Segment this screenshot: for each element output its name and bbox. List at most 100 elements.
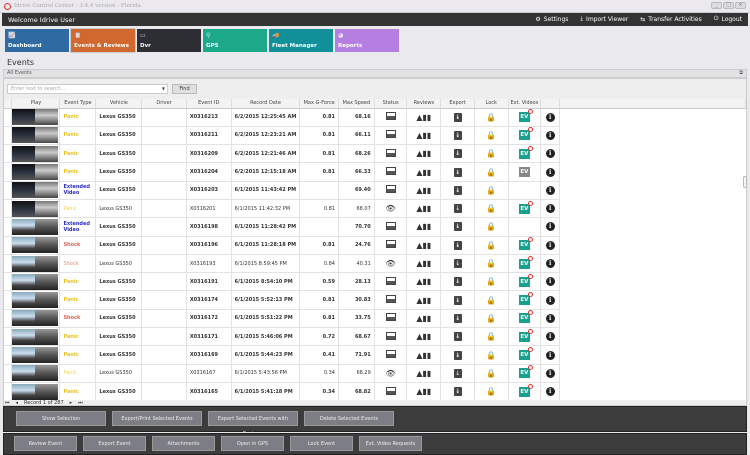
table-row[interactable]: Panic Lexus GS350 X0316213 6/2/2015 12:2… [4, 108, 746, 127]
reviews-icon[interactable]: ▲▮▮ [416, 350, 432, 360]
export-icon[interactable]: ↓ [453, 332, 462, 342]
scrollbar-thumb[interactable] [743, 176, 747, 188]
lock-event-button[interactable]: Lock Event [290, 436, 353, 451]
row-indicator[interactable] [4, 272, 13, 292]
lock-icon[interactable]: 🔒 [486, 387, 497, 397]
play-cell[interactable] [11, 364, 61, 383]
info-icon[interactable]: i [545, 149, 555, 159]
image-icon[interactable] [385, 130, 396, 139]
table-row[interactable]: Extended Video Lexus GS350 X0316203 6/1/… [4, 181, 746, 200]
info-icon[interactable]: i [545, 332, 555, 342]
play-cell[interactable] [11, 309, 61, 329]
table-row[interactable]: Panic Lexus GS350 X0316171 6/1/2015 5:46… [4, 327, 746, 347]
lock-icon[interactable]: 🔒 [486, 222, 497, 232]
next-page-button[interactable]: ▸ [69, 400, 73, 406]
column-header-play[interactable]: Play [11, 99, 61, 109]
image-icon[interactable] [385, 331, 396, 340]
play-cell[interactable] [11, 272, 61, 292]
table-row[interactable]: Shock Lexus GS350 X0316193 6/1/2015 8:59… [4, 254, 746, 274]
maximize-button[interactable]: □ [723, 2, 734, 9]
row-indicator[interactable] [4, 327, 13, 347]
info-icon[interactable]: i [545, 130, 555, 140]
ext-video-icon[interactable]: EV [518, 200, 533, 214]
table-row[interactable]: Shock Lexus GS350 X0316196 6/1/2015 11:2… [4, 236, 746, 255]
image-icon[interactable] [385, 313, 396, 322]
find-button[interactable]: Find [172, 84, 197, 94]
column-header-max-g-force[interactable]: Max G-Force [299, 99, 339, 109]
video-thumbnail[interactable] [12, 310, 59, 327]
show-selection-button[interactable]: Show Selection [16, 411, 106, 426]
reviews-icon[interactable]: ▲▮▮ [416, 112, 432, 122]
reviews-icon[interactable]: ▲▮▮ [416, 313, 432, 323]
table-row[interactable]: Panic Lexus GS350 X0316165 6/1/2015 5:41… [4, 382, 746, 400]
ext-video-icon[interactable]: EV [518, 292, 533, 306]
table-row[interactable]: Panic Lexus GS350 X0316169 6/1/2015 5:44… [4, 345, 746, 365]
ext-video-requests-button[interactable]: Ext. Video Requests [359, 436, 422, 451]
minimize-button[interactable]: _ [711, 2, 722, 9]
lock-icon[interactable]: 🔒 [486, 295, 497, 305]
lock-icon[interactable]: 🔒 [486, 240, 497, 250]
video-thumbnail[interactable] [12, 127, 59, 144]
export-icon[interactable]: ↓ [453, 112, 462, 122]
table-row[interactable]: Extended Video Lexus GS350 X0316198 6/1/… [4, 217, 746, 237]
reviews-icon[interactable]: ▲▮▮ [416, 277, 432, 287]
lock-icon[interactable]: 🔒 [486, 368, 497, 378]
video-thumbnail[interactable] [12, 273, 59, 290]
image-icon[interactable] [385, 276, 396, 285]
column-header-vehicle[interactable]: Vehicle [95, 99, 143, 109]
video-thumbnail[interactable] [12, 328, 59, 345]
export-event-button[interactable]: Export Event [83, 436, 146, 451]
open-in-gps-button[interactable]: Open in GPS [221, 436, 284, 451]
first-page-button[interactable]: ⏮ [5, 400, 10, 406]
row-indicator[interactable] [4, 364, 13, 383]
row-indicator[interactable] [4, 236, 13, 255]
table-row[interactable]: Panic Lexus GS350 X0316209 6/2/2015 12:2… [4, 144, 746, 164]
column-header-export[interactable]: Export [440, 99, 475, 109]
reviews-icon[interactable]: ▲▮▮ [416, 240, 432, 250]
video-thumbnail[interactable] [12, 145, 59, 162]
table-row[interactable]: Panic Lexus GS350 X0316174 6/1/2015 5:52… [4, 290, 746, 310]
ext-video-icon[interactable]: EV [518, 310, 533, 324]
chevron-down-icon[interactable]: ▼ [161, 86, 165, 91]
ext-video-icon[interactable]: EV [518, 365, 533, 379]
info-icon[interactable]: i [545, 313, 555, 323]
column-header-info[interactable] [540, 99, 561, 109]
export-selected-events-with-reviews-button[interactable]: Export Selected Events with Reviews [208, 411, 298, 437]
lock-icon[interactable]: 🔒 [486, 112, 497, 122]
play-cell[interactable] [11, 108, 61, 127]
video-thumbnail[interactable] [12, 200, 59, 217]
info-icon[interactable]: i [545, 185, 555, 195]
lock-icon[interactable]: 🔒 [486, 185, 497, 195]
play-cell[interactable] [11, 144, 61, 164]
ext-video-icon[interactable]: EV [518, 167, 530, 178]
play-cell[interactable] [11, 290, 61, 310]
row-indicator[interactable] [4, 309, 13, 329]
tile-dvr[interactable]: ▭ Dvr [137, 29, 201, 52]
reviews-icon[interactable]: ▲▮▮ [416, 130, 432, 140]
reviews-icon[interactable]: ▲▮▮ [416, 368, 432, 378]
video-thumbnail[interactable] [12, 365, 59, 382]
ext-video-icon[interactable]: EV [518, 328, 533, 342]
info-icon[interactable]: i [545, 167, 555, 177]
play-cell[interactable] [11, 236, 61, 255]
export-icon[interactable]: ↓ [453, 167, 462, 177]
lock-icon[interactable]: 🔒 [486, 350, 497, 360]
play-cell[interactable] [11, 181, 61, 200]
image-icon[interactable] [385, 240, 396, 249]
image-icon[interactable] [385, 386, 396, 395]
attachments-button[interactable]: Attachments [152, 436, 215, 451]
row-indicator[interactable] [4, 144, 13, 164]
tile-fleet-manager[interactable]: 🚚 Fleet Manager [269, 29, 333, 52]
play-cell[interactable] [11, 345, 61, 365]
video-thumbnail[interactable] [12, 109, 59, 126]
table-row[interactable]: Panic Lexus GS350 X0316167 6/1/2015 5:43… [4, 364, 746, 383]
tile-dashboard[interactable]: 📈 Dashboard [5, 29, 69, 52]
export-icon[interactable]: ↓ [453, 313, 462, 323]
video-thumbnail[interactable] [12, 347, 59, 363]
column-header-status[interactable]: Status [374, 99, 408, 109]
reviews-icon[interactable]: ▲▮▮ [416, 332, 432, 342]
info-icon[interactable]: i [545, 295, 555, 305]
eye-icon[interactable]: 👁 [385, 368, 396, 378]
column-header-driver[interactable]: Driver [141, 99, 187, 109]
video-thumbnail[interactable] [12, 383, 59, 400]
